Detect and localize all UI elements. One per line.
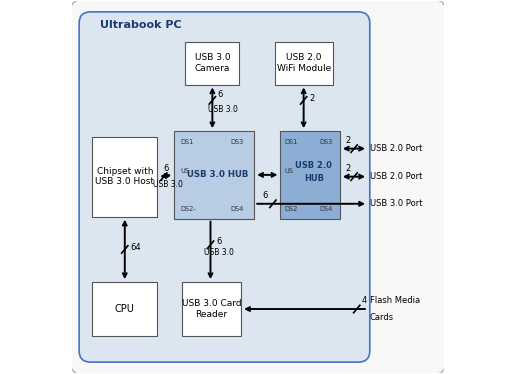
FancyBboxPatch shape <box>92 282 157 336</box>
Text: USB 2.0
WiFi Module: USB 2.0 WiFi Module <box>277 53 331 73</box>
Text: US: US <box>285 168 294 174</box>
Text: 64: 64 <box>130 243 140 252</box>
Text: DS3: DS3 <box>319 138 333 145</box>
FancyBboxPatch shape <box>275 42 332 85</box>
Text: 2: 2 <box>346 136 351 145</box>
Text: USB 3.0 HUB: USB 3.0 HUB <box>187 171 249 180</box>
Text: 6: 6 <box>216 236 221 245</box>
Text: Chipset with
USB 3.0 Host: Chipset with USB 3.0 Host <box>95 167 154 187</box>
FancyBboxPatch shape <box>79 12 370 362</box>
Text: 2: 2 <box>309 94 314 103</box>
Text: Ultrabook PC: Ultrabook PC <box>100 20 181 30</box>
Text: 6: 6 <box>263 191 268 200</box>
FancyBboxPatch shape <box>70 0 446 374</box>
Text: DS4: DS4 <box>319 206 333 212</box>
Text: CPU: CPU <box>115 304 135 314</box>
Text: Flash Media: Flash Media <box>370 296 420 305</box>
Text: 2: 2 <box>346 164 351 173</box>
Text: DS2: DS2 <box>285 206 298 212</box>
Text: USB 2.0 Port: USB 2.0 Port <box>370 144 422 153</box>
Text: DS2-: DS2- <box>181 206 197 212</box>
Text: USB 3.0: USB 3.0 <box>208 105 238 114</box>
FancyBboxPatch shape <box>92 137 157 217</box>
Text: HUB: HUB <box>304 174 324 183</box>
Text: 6: 6 <box>218 90 223 99</box>
FancyBboxPatch shape <box>174 131 254 219</box>
Text: Cards: Cards <box>370 313 394 322</box>
Text: USB 3.0 Card
Reader: USB 3.0 Card Reader <box>182 299 241 319</box>
FancyBboxPatch shape <box>185 42 239 85</box>
Text: USB 2.0 Port: USB 2.0 Port <box>370 172 422 181</box>
Text: DS1: DS1 <box>285 138 298 145</box>
Text: DS4: DS4 <box>230 206 244 212</box>
FancyBboxPatch shape <box>182 282 241 336</box>
FancyBboxPatch shape <box>280 131 340 219</box>
Text: USB 3.0 Port: USB 3.0 Port <box>370 199 422 208</box>
Text: USB 3.0: USB 3.0 <box>204 248 234 257</box>
Text: USB 2.0: USB 2.0 <box>296 161 332 170</box>
Text: DS3: DS3 <box>230 138 244 145</box>
Text: 6: 6 <box>163 164 168 173</box>
Text: 4: 4 <box>362 296 367 305</box>
Text: US: US <box>181 168 190 174</box>
Text: DS1: DS1 <box>181 138 194 145</box>
Text: USB 3.0
Camera: USB 3.0 Camera <box>195 53 230 73</box>
Text: USB 3.0: USB 3.0 <box>153 180 183 190</box>
